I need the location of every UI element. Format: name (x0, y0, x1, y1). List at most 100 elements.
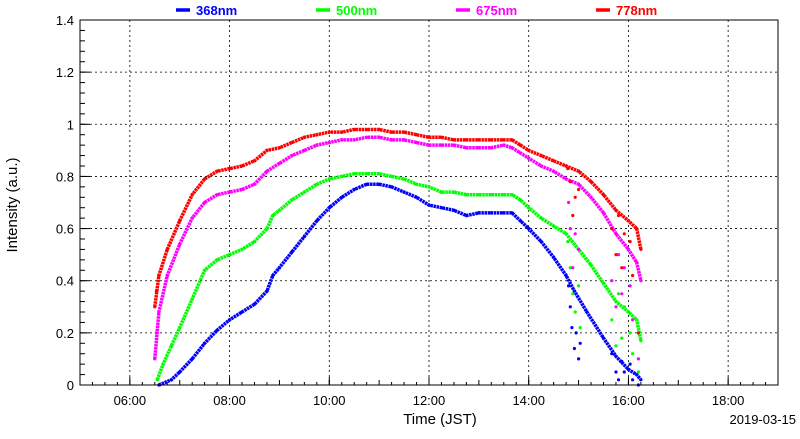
scatter-point-675nm (622, 266, 626, 270)
data-point-675nm (340, 138, 344, 142)
data-point-368nm (215, 328, 219, 332)
data-point-368nm (539, 240, 543, 244)
data-point-675nm (589, 195, 593, 199)
y-tick-label: 0.8 (56, 169, 74, 184)
y-tick-label: 1.4 (56, 13, 74, 28)
x-tick-label: 16:00 (612, 393, 645, 408)
data-point-675nm (614, 232, 618, 236)
scatter-point-368nm (616, 378, 621, 382)
data-point-675nm (352, 138, 356, 142)
x-tick-label: 10:00 (313, 393, 346, 408)
data-point-778nm (157, 273, 161, 278)
data-point-368nm (265, 289, 269, 293)
data-point-778nm (377, 127, 381, 132)
data-point-500nm (169, 344, 173, 348)
data-point-500nm (190, 297, 194, 301)
data-point-778nm (190, 193, 194, 197)
scatter-point-778nm (628, 240, 632, 244)
data-point-675nm (203, 200, 207, 205)
data-point-500nm (626, 310, 631, 314)
data-point-675nm (302, 148, 306, 152)
scatter-point-500nm (620, 336, 624, 340)
data-point-500nm (390, 174, 394, 178)
data-point-368nm (240, 310, 244, 314)
data-point-675nm (427, 143, 431, 147)
data-point-368nm (518, 219, 523, 223)
data-point-778nm (414, 133, 419, 137)
y-tick-label: 0.6 (56, 222, 74, 237)
data-point-500nm (203, 268, 207, 272)
data-point-500nm (315, 182, 319, 186)
data-point-778nm (489, 138, 493, 142)
data-point-675nm (228, 190, 232, 194)
data-point-675nm (265, 169, 269, 173)
data-point-500nm (489, 193, 493, 197)
scatter-point-368nm (570, 326, 574, 330)
data-point-500nm (639, 339, 643, 343)
scatter-point-368nm (567, 284, 571, 288)
scatter-point-500nm (622, 305, 626, 309)
data-point-368nm (552, 255, 556, 259)
data-point-500nm (518, 198, 523, 202)
data-point-500nm (340, 174, 344, 178)
grid-lines (80, 19, 778, 386)
scatter-point-778nm (568, 180, 572, 184)
scatter-point-368nm (610, 352, 614, 356)
data-point-500nm (452, 190, 456, 194)
data-point-778nm (153, 305, 157, 309)
data-point-778nm (315, 133, 319, 137)
data-point-675nm (215, 193, 219, 197)
data-point-778nm (427, 135, 431, 139)
data-point-778nm (601, 193, 606, 197)
data-point-500nm (161, 362, 165, 366)
data-point-500nm (601, 281, 606, 285)
data-point-368nm (340, 195, 344, 199)
data-point-368nm (564, 273, 568, 278)
scatter-point-368nm (572, 346, 577, 351)
data-point-675nm (626, 247, 631, 251)
scatter-point-675nm (571, 266, 575, 270)
scatter-point-368nm (568, 305, 572, 309)
data-point-368nm (414, 195, 419, 199)
series-778nm (153, 127, 643, 335)
data-point-368nm (601, 336, 606, 340)
scatter-point-675nm (628, 284, 632, 288)
data-point-778nm (510, 138, 514, 142)
data-point-778nm (178, 219, 182, 223)
data-point-500nm (228, 253, 232, 257)
scatter-point-778nm (610, 227, 614, 231)
data-point-778nm (552, 159, 556, 163)
data-point-675nm (502, 143, 506, 147)
scatter-point-368nm (578, 341, 582, 345)
data-point-368nm (614, 354, 618, 358)
data-point-500nm (510, 193, 514, 197)
scatter-point-675nm (614, 305, 618, 309)
data-point-778nm (577, 169, 581, 173)
scatter-point-675nm (616, 253, 621, 257)
data-point-675nm (277, 161, 281, 165)
scatter-point-368nm (614, 370, 618, 374)
data-point-675nm (518, 151, 523, 155)
y-tick-label: 0.4 (56, 274, 74, 289)
data-point-368nm (527, 227, 531, 231)
data-point-500nm (614, 300, 618, 304)
data-point-500nm (539, 216, 543, 220)
legend-label-368nm: 368nm (196, 3, 237, 18)
data-point-368nm (327, 206, 331, 210)
legend-label-500nm: 500nm (336, 3, 377, 18)
scatter-point-778nm (577, 187, 581, 192)
scatter-point-675nm (577, 247, 581, 251)
data-point-368nm (464, 213, 468, 218)
scatter-point-368nm (631, 378, 635, 382)
data-point-778nm (614, 208, 618, 212)
data-point-368nm (635, 373, 639, 377)
data-point-368nm (190, 357, 194, 361)
data-point-675nm (552, 169, 556, 173)
y-tick-label: 1.2 (56, 65, 74, 80)
scatter-point-675nm (610, 279, 614, 283)
scatter-point-778nm (616, 213, 621, 218)
data-point-675nm (165, 273, 169, 278)
date-label: 2019-03-15 (730, 412, 797, 427)
data-point-778nm (302, 135, 306, 139)
